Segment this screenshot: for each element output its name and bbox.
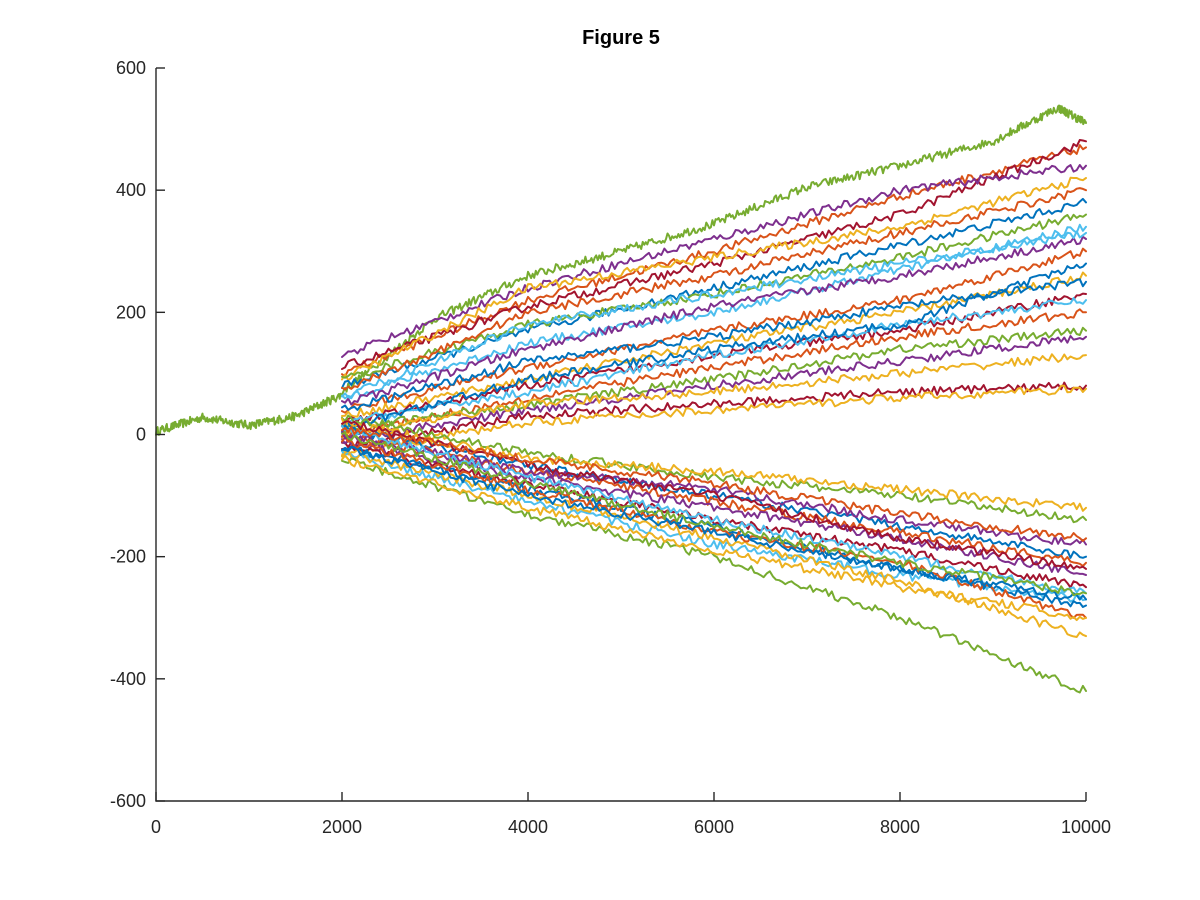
- axes: 0 2000 4000 6000 8000 10000 -600 -400 -200 0 200 40…: [110, 58, 1111, 837]
- series-line-23: [341, 187, 1087, 391]
- y-tick-label-5: 400: [116, 180, 146, 200]
- series-line-10: [341, 235, 1087, 406]
- series-line-2: [341, 144, 1087, 378]
- series-line-5: [341, 176, 1087, 382]
- series-line-19: [341, 381, 1087, 450]
- series-line-37: [341, 420, 1087, 570]
- series-line-38: [341, 454, 1087, 622]
- series-group: [155, 104, 1087, 694]
- x-tick-label-5: 10000: [1061, 817, 1111, 837]
- series-line-27: [341, 432, 1087, 567]
- series-line-16: [341, 326, 1087, 433]
- series-line-36: [341, 425, 1087, 595]
- series-line-1: [341, 104, 1087, 396]
- chart-title: Figure 5: [582, 27, 660, 49]
- series-line-30: [341, 450, 1087, 603]
- y-tick-label-6: 600: [116, 58, 146, 78]
- series-line-26: [341, 424, 1087, 559]
- series-line-3: [341, 139, 1087, 370]
- series-line-11: [341, 271, 1087, 418]
- series-line-18: [341, 353, 1087, 439]
- series-line-41: [341, 425, 1087, 542]
- y-tick-label-4: 200: [116, 302, 146, 322]
- series-line-17: [341, 335, 1087, 445]
- series-line-0: [155, 392, 343, 436]
- axis-lines: [155, 68, 1086, 802]
- x-tick-label-1: 2000: [322, 817, 362, 837]
- x-tick-label-3: 6000: [694, 817, 734, 837]
- series-line-22: [341, 230, 1087, 400]
- series-line-40: [341, 432, 1087, 597]
- series-line-25: [341, 417, 1087, 512]
- x-tick-label-2: 4000: [508, 817, 548, 837]
- series-line-14: [341, 297, 1087, 424]
- y-tick-label-3: 0: [136, 425, 146, 445]
- series-line-20: [341, 384, 1087, 457]
- x-tick-label-4: 8000: [880, 817, 920, 837]
- y-tick-label-1: -400: [110, 669, 146, 689]
- series-line-31: [341, 449, 1087, 638]
- y-tick-label-2: -200: [110, 547, 146, 567]
- series-line-12: [341, 292, 1087, 428]
- x-tick-label-0: 0: [151, 817, 161, 837]
- series-line-39: [341, 445, 1087, 601]
- series-line-13: [341, 278, 1087, 411]
- series-line-7: [341, 223, 1087, 400]
- series-line-21: [341, 262, 1087, 430]
- y-tick-label-0: -600: [110, 791, 146, 811]
- series-line-29: [341, 445, 1087, 589]
- series-line-6: [341, 197, 1087, 389]
- series-line-9: [341, 247, 1087, 414]
